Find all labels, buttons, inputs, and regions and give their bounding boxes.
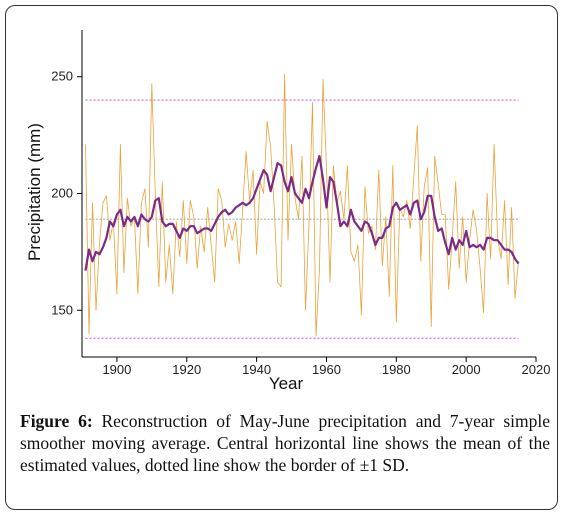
y-tick-label-0: 150 [51,302,73,317]
caption-label: Figure 6: [20,411,93,431]
x-tick-label-2: 1940 [242,362,271,377]
x-tick-label-4: 1980 [382,362,411,377]
y-axis-title: Precipitation (mm) [25,123,44,261]
x-tick-label-6: 2020 [522,362,551,377]
x-tick-label-3: 1960 [312,362,341,377]
x-tick-label-1: 1920 [172,362,201,377]
caption-text: Reconstruction of May-June precipitation… [20,411,550,475]
precipitation-chart: 1900 1920 1940 1960 1980 2000 2020 150 200 250 Ye… [25,30,551,393]
x-tick-label-5: 2000 [452,362,481,377]
moving-average-line [84,155,520,271]
y-tick-label-1: 200 [51,186,73,201]
y-tick-label-2: 250 [51,69,73,84]
x-tick-label-0: 1900 [102,362,131,377]
x-axis-title: Year [269,374,304,393]
annual-precipitation-line [85,74,519,337]
figure-caption: Figure 6: Reconstruction of May-June pre… [20,410,550,476]
